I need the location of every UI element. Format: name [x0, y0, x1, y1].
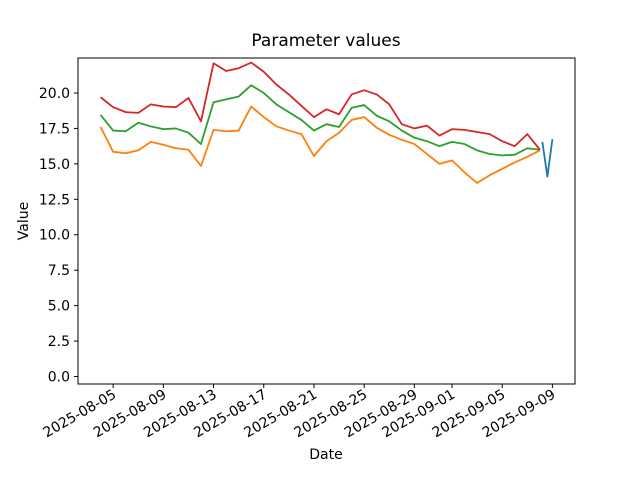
series-blue-line [541, 138, 554, 178]
y-tick-label: 7.5 [48, 263, 70, 279]
series-red-line [100, 61, 541, 151]
plot-area [77, 57, 576, 385]
y-axis-label: Value [16, 202, 32, 240]
y-tick-label: 2.5 [48, 334, 70, 350]
y-tick-label: 17.5 [39, 121, 70, 137]
y-tick-label: 10.0 [39, 228, 70, 244]
y-tick-label: 12.5 [39, 192, 70, 208]
y-tick-label: 5.0 [48, 299, 70, 315]
y-tick-label: 15.0 [39, 157, 70, 173]
x-axis-label: Date [309, 447, 342, 463]
chart-title: Parameter values [251, 31, 400, 51]
series-green-line [99, 84, 540, 157]
y-tick-label: 20.0 [39, 86, 70, 102]
y-tick-label: 0.0 [48, 369, 70, 385]
series-orange-line [99, 105, 541, 184]
